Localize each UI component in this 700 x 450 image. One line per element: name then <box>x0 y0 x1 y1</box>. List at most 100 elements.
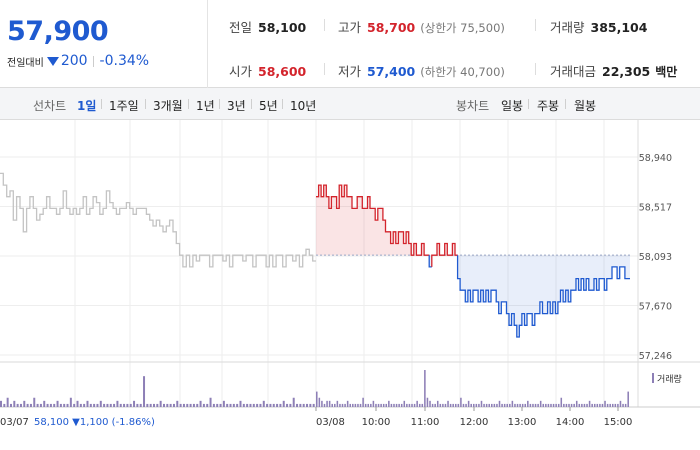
today-volume-bar <box>364 403 367 407</box>
prev-day-volume-bar <box>109 403 112 407</box>
divider <box>324 63 325 75</box>
today-volume-bar <box>449 403 452 407</box>
today-volume-bar <box>563 403 565 407</box>
prev-day-volume-bar <box>269 403 272 407</box>
period-1w-button[interactable]: 1주일 <box>109 99 139 113</box>
volume-legend-swatch <box>652 373 654 383</box>
today-volume-bar <box>573 403 575 407</box>
today-volume-bar <box>483 403 485 407</box>
today-volume-bar <box>421 403 424 407</box>
prev-day-volume-bar <box>219 403 222 407</box>
divider <box>565 99 566 109</box>
today-volume-bar <box>529 403 532 407</box>
today-volume-bar <box>400 403 403 407</box>
y-axis-ticks: 58,940 58,517 58,093 57,670 57,246 <box>639 153 672 362</box>
prev-day-volume-bar <box>189 403 192 407</box>
today-volume-bar <box>328 400 331 407</box>
monthly-candle-button[interactable]: 월봉 <box>574 99 597 113</box>
today-volume-bar <box>349 403 352 407</box>
period-1d-button[interactable]: 1일 <box>77 99 97 113</box>
prev-day-volume-bar <box>43 400 46 407</box>
prev-day-volume-bar <box>216 403 219 407</box>
period-3y-button[interactable]: 3년 <box>227 99 246 113</box>
x-axis: 03/07 03/08 10:00 11:00 12:00 13:00 14:00 15:00… <box>0 407 632 428</box>
today-volume-bar <box>591 403 593 407</box>
current-price-panel: 57,900 전일대비 200 -0.34% <box>0 0 208 88</box>
today-volume-bar <box>588 400 591 407</box>
prev-day-volume-bar <box>39 403 42 407</box>
prev-close-label: 전일 <box>229 20 253 35</box>
today-volume-bar <box>575 400 578 407</box>
prev-day-volume-bar <box>182 403 185 407</box>
period-1y-button[interactable]: 1년 <box>196 99 215 113</box>
x-tick-label: 12:00 <box>460 417 489 428</box>
prev-day-volume-bar <box>126 403 129 407</box>
today-volume-bar <box>344 403 346 407</box>
today-volume-bar <box>460 397 462 407</box>
high-value: 58,700 <box>367 20 416 35</box>
prev-day-volume-bar <box>236 403 239 407</box>
period-selector-bar: 선차트 1일 1주일 3개월 1년 3년 5년 10년 봉차트 일봉 주봉 월봉 <box>0 88 700 120</box>
line-chart-label: 선차트 <box>33 99 67 113</box>
daily-candle-button[interactable]: 일봉 <box>501 99 524 113</box>
today-volume-bar <box>614 403 617 407</box>
low-label: 저가 <box>338 64 362 79</box>
today-volume-bar <box>318 397 321 407</box>
prev-day-volume-bar <box>6 397 9 407</box>
prev-day-volume-bar <box>176 400 179 407</box>
prev-day-volume-bar <box>222 400 225 407</box>
previous-day-line <box>0 172 316 268</box>
today-down-line <box>428 255 432 268</box>
prev-day-volume-bar <box>162 403 165 407</box>
x-tick-label: 10:00 <box>362 417 391 428</box>
today-volume-bar <box>493 403 496 407</box>
prev-day-volume-bar <box>212 403 215 407</box>
period-10y-button[interactable]: 10년 <box>290 99 317 113</box>
low-value: 57,400 <box>367 64 416 79</box>
prev-day-volume-bar <box>96 403 99 407</box>
today-volume-bar <box>339 403 341 407</box>
today-volume-bar <box>627 391 629 407</box>
prev-day-volume-bar <box>119 403 122 407</box>
today-volume-bar <box>491 403 493 407</box>
weekly-candle-button[interactable]: 주봉 <box>537 99 560 113</box>
today-up-line <box>431 242 458 267</box>
period-3m-button[interactable]: 3개월 <box>153 99 183 113</box>
period-5y-button[interactable]: 5년 <box>259 99 278 113</box>
prev-day-volume-bar <box>276 403 279 407</box>
volume-legend-label: 거래량 <box>657 373 682 385</box>
prev-day-volume-bar <box>172 403 175 407</box>
amount-value: 22,305 <box>602 64 651 79</box>
today-volume-bar <box>359 403 362 407</box>
price-summary: 57,900 전일대비 200 -0.34% 전일 58,100 고가 58,7… <box>0 0 700 88</box>
prev-day-volume-bar <box>13 400 16 407</box>
today-volume-bar <box>447 400 449 407</box>
today-volume-bar <box>506 403 509 407</box>
today-volume-bar <box>321 400 323 407</box>
today-volume-bar <box>516 403 519 407</box>
today-volume-bar <box>416 400 418 407</box>
today-volume-bar <box>601 403 604 407</box>
prev-day-volume-bar <box>159 400 162 407</box>
amount-label: 거래대금 <box>550 64 597 79</box>
change-label: 전일대비 <box>7 57 44 69</box>
today-volume-bar <box>527 400 529 407</box>
today-volume-bar <box>609 403 611 407</box>
today-volume-bar <box>555 403 557 407</box>
today-volume-bar <box>488 403 490 407</box>
today-volume-bar <box>382 403 385 407</box>
today-volume-bar <box>406 403 408 407</box>
prev-day-volume-bar <box>139 403 142 407</box>
today-volume-bar <box>462 403 465 407</box>
prev-day-volume-bar <box>286 403 289 407</box>
today-volume-bar <box>532 403 534 407</box>
prev-day-volume-bar <box>146 403 149 407</box>
prev-day-volume-bar <box>256 403 259 407</box>
today-volume-bar <box>570 403 573 407</box>
prev-day-volume-bar <box>252 403 255 407</box>
today-volume-bar <box>385 403 388 407</box>
today-volume-bar <box>550 403 552 407</box>
today-volume-bar <box>480 400 483 407</box>
today-volume-bar <box>521 403 524 407</box>
price-chart[interactable]: 58,940 58,517 58,093 57,670 57,246 거래량 03/07… <box>0 120 700 450</box>
